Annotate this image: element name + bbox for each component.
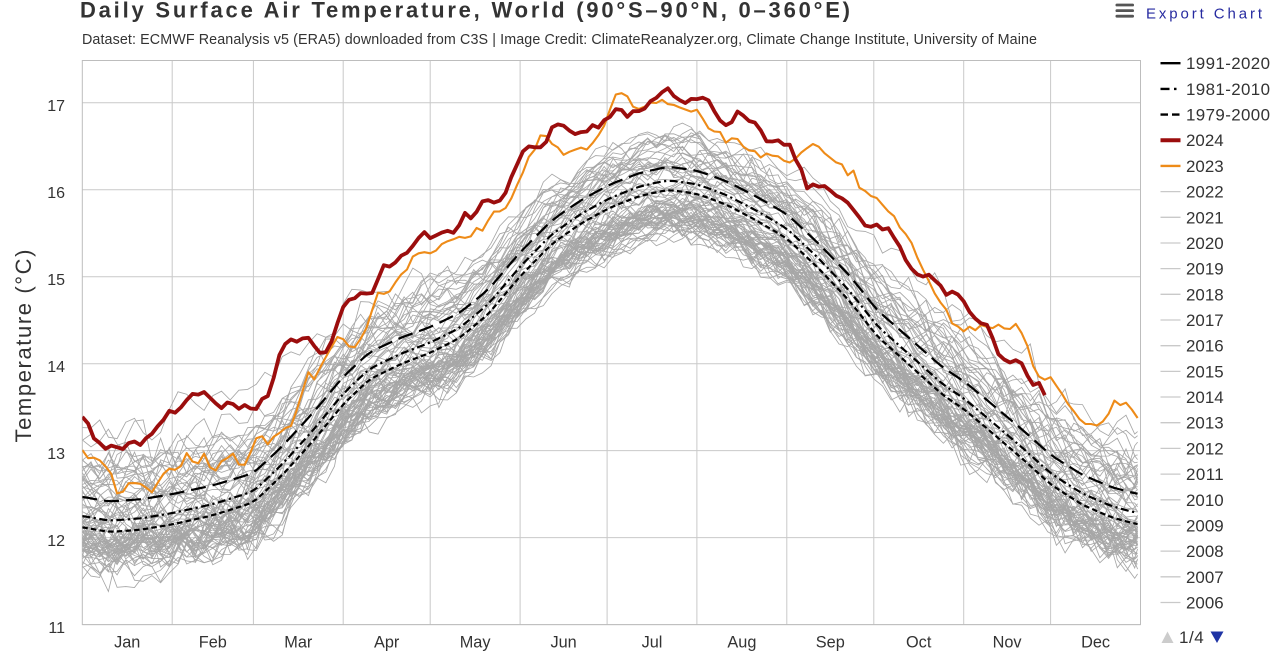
svg-text:2007: 2007 bbox=[1186, 568, 1224, 587]
svg-text:Dataset: ECMWF Reanalysis v5 (: Dataset: ECMWF Reanalysis v5 (ERA5) down… bbox=[82, 32, 1037, 48]
svg-text:2013: 2013 bbox=[1186, 414, 1224, 433]
svg-text:Apr: Apr bbox=[374, 634, 400, 652]
svg-text:1991-2020: 1991-2020 bbox=[1186, 54, 1270, 73]
svg-text:2018: 2018 bbox=[1186, 285, 1224, 304]
svg-text:2006: 2006 bbox=[1186, 594, 1224, 613]
svg-text:Temperature (°C): Temperature (°C) bbox=[11, 250, 36, 443]
svg-text:12: 12 bbox=[47, 533, 65, 550]
svg-text:Jan: Jan bbox=[114, 634, 140, 652]
svg-text:2024: 2024 bbox=[1186, 131, 1224, 150]
svg-text:Mar: Mar bbox=[284, 634, 313, 652]
svg-text:2009: 2009 bbox=[1186, 516, 1224, 535]
svg-text:17: 17 bbox=[47, 98, 65, 115]
svg-text:2014: 2014 bbox=[1186, 388, 1224, 407]
svg-text:Dec: Dec bbox=[1081, 634, 1110, 652]
svg-text:2016: 2016 bbox=[1186, 337, 1224, 356]
svg-text:Oct: Oct bbox=[906, 634, 932, 652]
svg-text:2011: 2011 bbox=[1186, 465, 1224, 484]
svg-text:2012: 2012 bbox=[1186, 439, 1224, 458]
svg-text:2010: 2010 bbox=[1186, 491, 1224, 510]
svg-text:1/4: 1/4 bbox=[1179, 628, 1204, 647]
svg-text:Aug: Aug bbox=[727, 634, 756, 652]
svg-text:Daily Surface Air Temperature,: Daily Surface Air Temperature, World (90… bbox=[80, 0, 850, 23]
svg-text:Jun: Jun bbox=[550, 634, 576, 652]
svg-text:16: 16 bbox=[47, 185, 65, 202]
svg-text:14: 14 bbox=[47, 359, 65, 376]
svg-text:1979-2000: 1979-2000 bbox=[1186, 106, 1270, 125]
svg-text:2023: 2023 bbox=[1186, 157, 1224, 176]
svg-text:Nov: Nov bbox=[993, 634, 1023, 652]
svg-text:1981-2010: 1981-2010 bbox=[1186, 80, 1270, 99]
svg-text:2020: 2020 bbox=[1186, 234, 1224, 253]
svg-text:2022: 2022 bbox=[1186, 183, 1224, 202]
svg-text:2021: 2021 bbox=[1186, 208, 1224, 227]
svg-text:2008: 2008 bbox=[1186, 542, 1224, 561]
svg-text:Jul: Jul bbox=[642, 634, 663, 652]
svg-text:11: 11 bbox=[48, 620, 65, 637]
svg-text:Sep: Sep bbox=[816, 634, 845, 652]
svg-text:13: 13 bbox=[47, 446, 65, 463]
svg-text:15: 15 bbox=[47, 272, 65, 289]
svg-text:Feb: Feb bbox=[199, 634, 227, 652]
svg-text:May: May bbox=[460, 634, 492, 652]
svg-text:2019: 2019 bbox=[1186, 260, 1224, 279]
svg-text:2015: 2015 bbox=[1186, 362, 1224, 381]
svg-text:2017: 2017 bbox=[1186, 311, 1224, 330]
